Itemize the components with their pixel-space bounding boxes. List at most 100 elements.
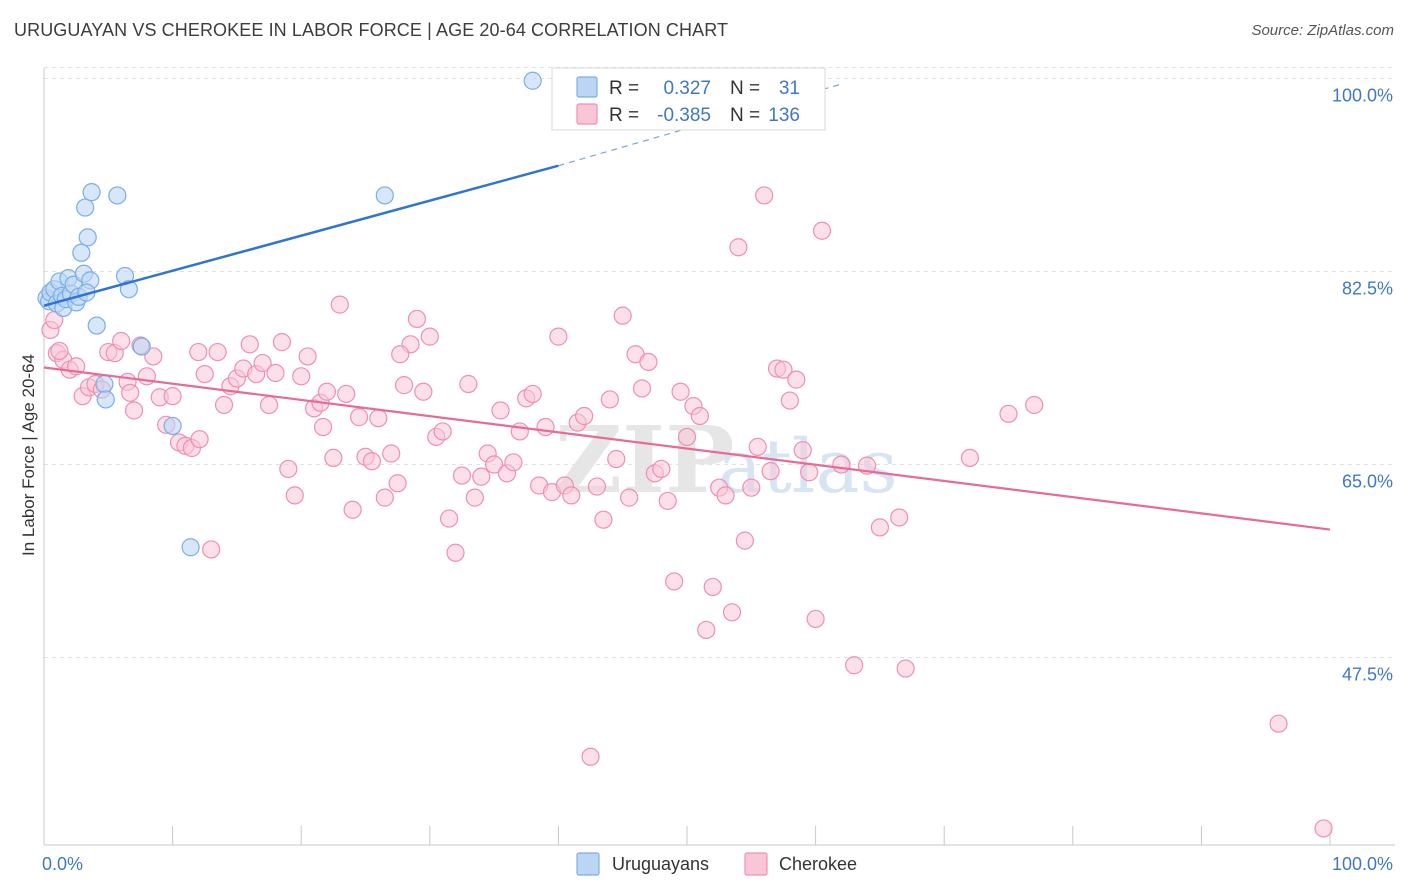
cherokee-point — [414, 382, 433, 401]
cherokee-point — [298, 347, 317, 366]
bottom-legend-label-uruguayans: Uruguayans — [612, 854, 709, 874]
cherokee-point — [330, 295, 349, 314]
cherokee-point — [407, 309, 427, 329]
cherokee-point — [677, 427, 697, 447]
cherokee-point — [313, 417, 333, 437]
cherokee-point — [362, 452, 382, 471]
uruguayans-point — [87, 316, 106, 335]
bottom-legend: Uruguayans Cherokee — [576, 852, 857, 876]
cherokee-point — [144, 347, 163, 366]
legend-swatch-cherokee — [576, 103, 598, 125]
legend-n-value-cherokee: 136 — [768, 105, 800, 126]
bottom-legend-swatch-uruguayans — [576, 852, 600, 876]
chart-title: URUGUAYAN VS CHEROKEE IN LABOR FORCE | A… — [14, 20, 729, 40]
cherokee-point — [761, 462, 780, 481]
correlation-legend: R = 0.327 N = 31 R = -0.385 N = 136 — [551, 67, 826, 131]
cherokee-point — [658, 491, 677, 511]
cherokee-point — [504, 453, 523, 472]
cherokee-point — [620, 488, 639, 507]
cherokee-point — [459, 374, 478, 394]
cherokee-point — [317, 382, 337, 401]
uruguayans-trend-line — [43, 164, 559, 307]
cherokee-point — [800, 463, 819, 482]
cherokee-point — [735, 531, 754, 550]
cherokee-point — [845, 656, 864, 675]
cherokee-point — [394, 376, 414, 395]
y-tick-label-1: 82.5% — [1342, 279, 1393, 299]
cherokee-point — [214, 395, 234, 415]
cherokee-point — [780, 391, 799, 410]
cherokee-point — [452, 466, 472, 485]
cherokee-point — [999, 404, 1018, 423]
cherokee-point — [575, 406, 594, 426]
cherokee-point — [510, 422, 529, 441]
uruguayans-point — [132, 337, 151, 356]
uruguayans-point — [96, 390, 115, 409]
cherokee-point — [369, 409, 388, 428]
uruguayans-point — [163, 416, 182, 436]
cherokee-point — [472, 467, 491, 486]
source-label: Source: ZipAtlas.com — [1251, 22, 1394, 39]
cherokee-point — [388, 474, 407, 493]
legend-r-value-cherokee: -0.385 — [657, 105, 711, 126]
cherokee-point — [259, 395, 279, 415]
cherokee-point — [208, 342, 227, 362]
y-tick-label-2: 65.0% — [1342, 472, 1393, 492]
x-tick-label-1: 100.0% — [1332, 854, 1393, 874]
uruguayans-point — [82, 183, 101, 202]
uruguayans-point — [375, 186, 394, 205]
cherokee-point — [690, 406, 709, 426]
cherokee-point — [1314, 819, 1333, 838]
cherokee-point — [722, 603, 742, 622]
cherokee-point — [195, 364, 214, 384]
cherokee-point — [607, 449, 626, 469]
legend-n-label-cherokee: N = — [730, 105, 760, 126]
uruguayans-point — [72, 243, 91, 262]
cherokee-point — [121, 383, 140, 402]
cherokee-point — [613, 306, 632, 325]
cherokee-point — [787, 370, 806, 389]
legend-r-label-cherokee: R = — [609, 105, 639, 126]
cherokee-point — [896, 659, 915, 678]
cherokee-point — [890, 508, 909, 527]
cherokee-point — [349, 408, 369, 427]
legend-r-label-uruguayans: R = — [609, 78, 639, 99]
cherokee-point — [292, 367, 311, 386]
uruguayans-point — [76, 198, 95, 217]
uruguayans-point — [523, 71, 542, 90]
cherokee-point — [523, 384, 542, 404]
cherokee-point — [594, 510, 613, 529]
y-tick-label-3: 47.5% — [1342, 665, 1393, 685]
cherokee-point — [748, 437, 767, 456]
cherokee-point — [190, 430, 209, 449]
legend-swatch-uruguayans — [576, 76, 598, 98]
cherokee-point — [600, 390, 619, 409]
cherokee-point — [697, 620, 716, 640]
cherokee-point — [806, 609, 825, 629]
cherokee-point — [729, 238, 748, 257]
cherokee-point — [382, 444, 401, 463]
cherokee-point — [112, 331, 131, 351]
cherokee-point — [652, 459, 671, 479]
cherokee-point — [639, 352, 658, 372]
cherokee-point — [343, 500, 362, 519]
uruguayans-point — [181, 538, 200, 557]
cherokee-point — [793, 441, 812, 460]
cherokee-point — [485, 455, 504, 474]
cherokee-point — [124, 401, 144, 420]
cherokee-point — [163, 387, 182, 406]
cherokee-point — [279, 459, 298, 479]
series-cherokee-points — [41, 186, 1333, 838]
cherokee-point — [774, 360, 793, 379]
tick-labels: 100.0% 82.5% 65.0% 47.5% 0.0% 100.0% — [42, 86, 1393, 874]
cherokee-point — [742, 478, 761, 497]
cherokee-point — [665, 572, 684, 591]
cherokee-point — [272, 333, 292, 352]
cherokee-point — [716, 486, 735, 505]
cherokee-point — [420, 327, 439, 346]
uruguayans-point — [78, 228, 97, 247]
legend-n-value-uruguayans: 31 — [779, 78, 800, 99]
cherokee-point — [755, 186, 774, 205]
cherokee-point — [562, 486, 581, 505]
